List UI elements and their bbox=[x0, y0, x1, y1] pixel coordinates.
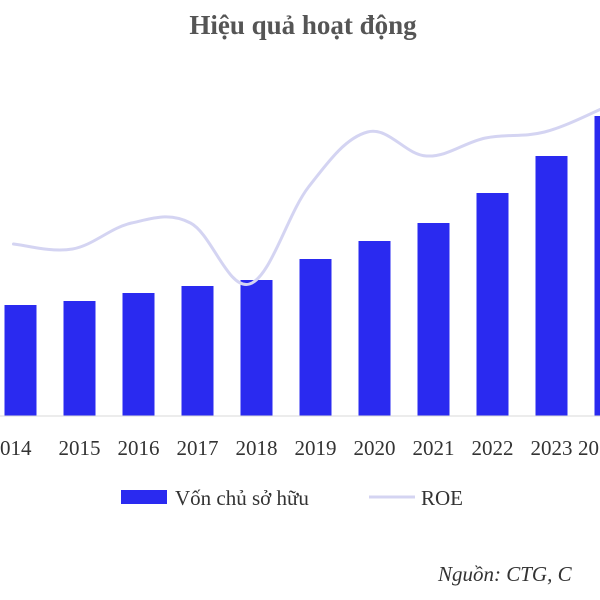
bar-2014 bbox=[4, 305, 37, 416]
tick-label-2024: 20 bbox=[578, 436, 599, 460]
legend-label-line: ROE bbox=[421, 486, 463, 510]
tick-label-2020: 2020 bbox=[354, 436, 396, 460]
source-note: Nguồn: CTG, C bbox=[437, 562, 573, 586]
bar-2024 bbox=[594, 116, 600, 416]
tick-label-2017: 2017 bbox=[177, 436, 219, 460]
tick-label-2014: 014 bbox=[0, 436, 32, 460]
tick-label-2021: 2021 bbox=[413, 436, 455, 460]
bar-2015 bbox=[63, 301, 96, 416]
tick-label-2019: 2019 bbox=[295, 436, 337, 460]
tick-label-2018: 2018 bbox=[236, 436, 278, 460]
tick-label-2015: 2015 bbox=[59, 436, 101, 460]
bar-2020 bbox=[358, 241, 391, 416]
roe-line bbox=[12, 107, 600, 286]
legend-label-bar: Vốn chủ sở hữu bbox=[175, 486, 309, 510]
bar-2023 bbox=[535, 156, 568, 416]
bar-series bbox=[4, 116, 600, 416]
bar-2016 bbox=[122, 293, 155, 416]
legend-swatch-bar bbox=[121, 490, 167, 504]
bar-2019 bbox=[299, 259, 332, 416]
bar-2018 bbox=[240, 280, 273, 416]
bar-2022 bbox=[476, 193, 509, 416]
bar-2021 bbox=[417, 223, 450, 416]
tick-label-2022: 2022 bbox=[472, 436, 514, 460]
bar-2017 bbox=[181, 286, 214, 416]
tick-label-2023: 2023 bbox=[531, 436, 573, 460]
legend: Vốn chủ sở hữu ROE bbox=[121, 486, 463, 510]
x-axis-tick-labels: 014 2015 2016 2017 2018 2019 2020 2021 2022 2023 2… bbox=[0, 436, 599, 460]
chart-title: Hiệu quả hoạt động bbox=[189, 10, 417, 40]
tick-label-2016: 2016 bbox=[118, 436, 160, 460]
